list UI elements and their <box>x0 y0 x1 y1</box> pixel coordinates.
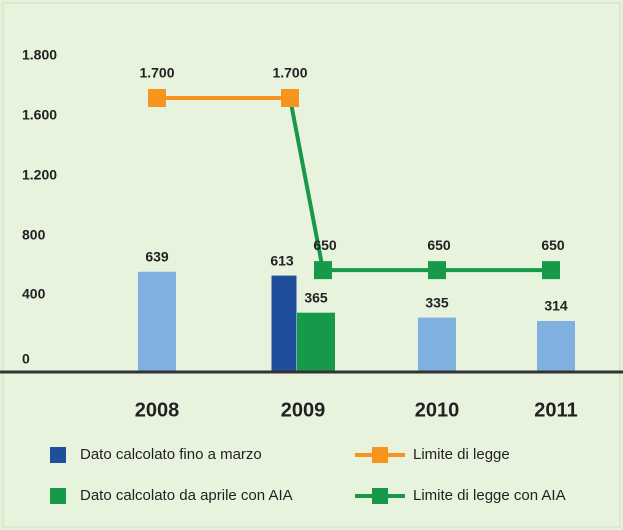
y-tick-label: 800 <box>22 227 46 243</box>
y-tick-label: 1.200 <box>22 167 57 183</box>
marker <box>428 261 446 280</box>
legend-swatch <box>372 488 388 504</box>
value-label: 650 <box>313 237 337 253</box>
bar <box>418 317 456 372</box>
x-tick-label: 2010 <box>415 399 460 421</box>
value-label: 613 <box>270 252 294 268</box>
value-label: 639 <box>145 248 169 264</box>
value-label: 365 <box>304 289 328 305</box>
marker <box>281 89 299 107</box>
bar <box>537 320 575 372</box>
value-label: 1.700 <box>139 65 174 81</box>
bar <box>297 312 335 372</box>
value-label: 650 <box>541 237 565 253</box>
y-tick-label: 1.800 <box>22 47 57 63</box>
legend-label: Dato calcolato fino a marzo <box>80 446 262 463</box>
bar <box>138 271 176 372</box>
legend-swatch <box>50 447 66 463</box>
connector <box>288 97 325 271</box>
legend-label: Limite di legge con AIA <box>413 487 566 504</box>
legend-label: Dato calcolato da aprile con AIA <box>80 487 293 504</box>
legend-label: Limite di legge <box>413 446 510 463</box>
bar <box>271 275 297 372</box>
legend-swatch <box>372 447 388 463</box>
marker <box>148 89 166 107</box>
marker <box>542 261 560 280</box>
value-label: 335 <box>425 294 449 310</box>
y-tick-label: 1.600 <box>22 107 57 123</box>
y-tick-label: 0 <box>22 351 30 367</box>
x-tick-label: 2009 <box>281 399 326 421</box>
value-label: 1.700 <box>272 65 307 81</box>
marker <box>314 261 332 280</box>
x-tick-label: 2011 <box>534 399 577 421</box>
y-tick-label: 400 <box>22 286 46 302</box>
value-label: 650 <box>427 237 451 253</box>
x-tick-label: 2008 <box>135 399 180 421</box>
value-label: 314 <box>544 298 568 314</box>
legend-swatch <box>50 488 66 504</box>
